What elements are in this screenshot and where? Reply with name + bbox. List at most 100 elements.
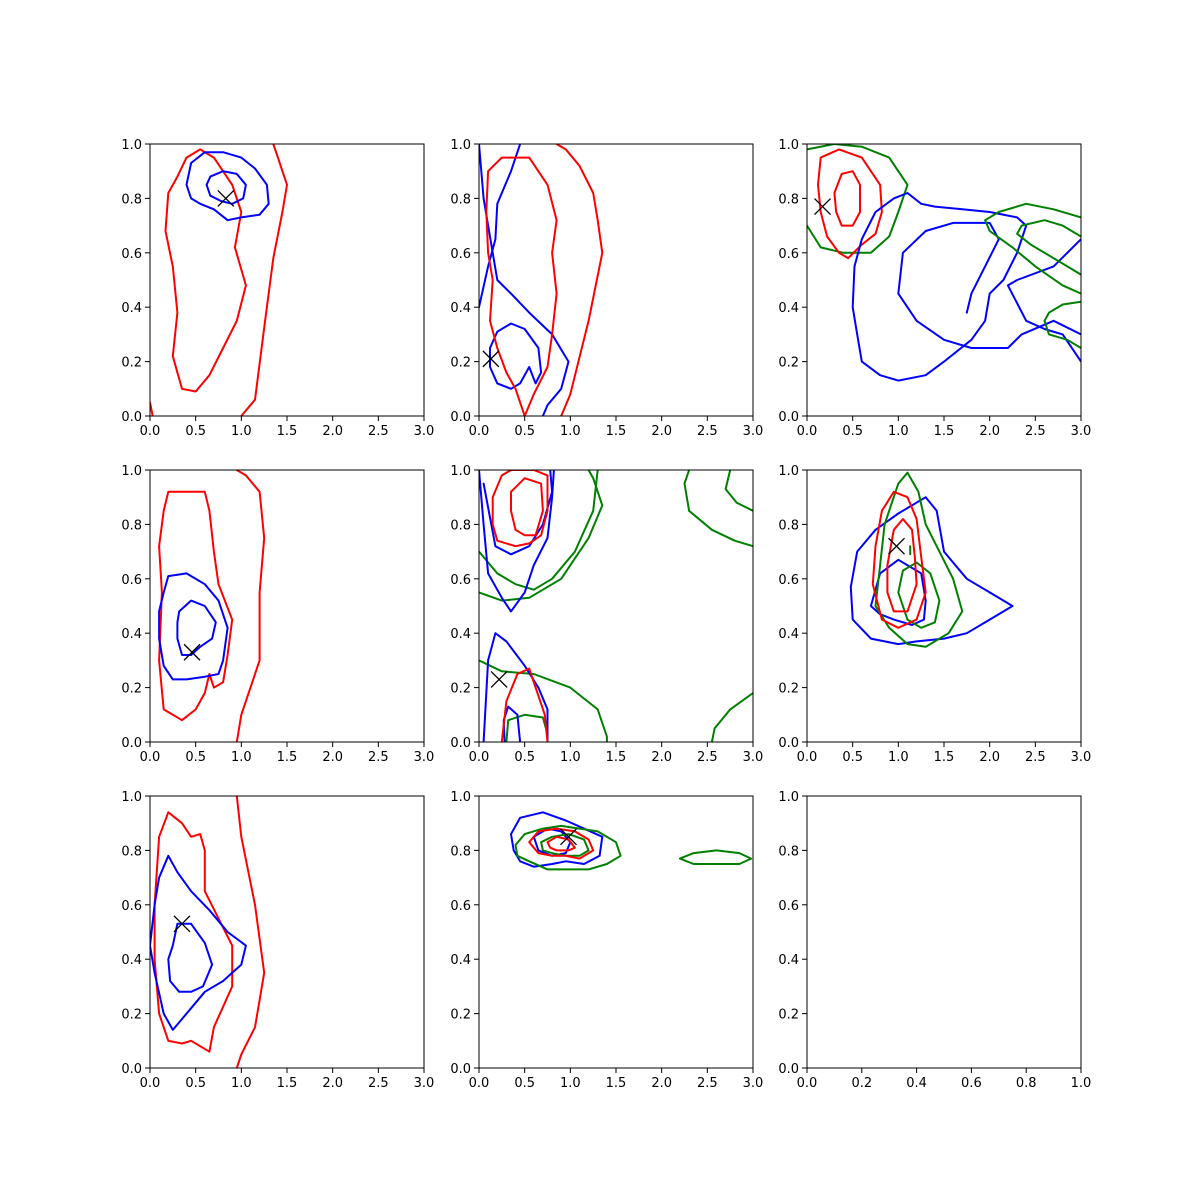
subplot-7: 0.0 0.5 1.0 1.5 2.0 2.5 3.0 0.0 0.2 0.4 0.6 0.8 1.0: [121, 790, 434, 1091]
y-tick-label: 0.4: [121, 301, 142, 316]
contour-line-red: [555, 144, 604, 416]
x-tick-label: 1.5: [606, 1076, 627, 1091]
x-tick-label: 0.8: [1016, 1076, 1037, 1091]
y-tick-label: 0.8: [450, 844, 471, 859]
y-tick-label: 0.8: [121, 518, 142, 533]
x-tick-label: 3.0: [743, 750, 764, 765]
plot-area: [158, 470, 266, 742]
y-tick-label: 0.4: [778, 953, 799, 968]
x-tick-label: 2.5: [697, 1076, 718, 1091]
plot-area: [479, 144, 604, 416]
x-marker: [888, 537, 905, 555]
x-tick-label: 1.0: [888, 424, 909, 439]
x-tick-label: 3.0: [414, 424, 435, 439]
contour-line-blue: [205, 170, 247, 205]
contour-line-blue: [167, 922, 214, 993]
y-tick-label: 0.6: [121, 573, 142, 588]
contour-line-green: [897, 561, 941, 629]
contour-line-green: [724, 470, 753, 512]
y-tick-label: 0.6: [450, 573, 471, 588]
contour-line-red: [500, 667, 549, 742]
x-marker: [217, 189, 235, 207]
contour-line-green: [540, 833, 590, 857]
y-tick-label: 1.0: [450, 464, 471, 479]
contour-line-blue: [479, 144, 522, 309]
contour-line-red: [491, 470, 549, 548]
x-tick-label: 0.5: [185, 1076, 206, 1091]
x-tick-label: 0.5: [514, 1076, 535, 1091]
axes-frame: [806, 469, 1082, 743]
y-tick-label: 0.2: [121, 682, 142, 697]
contour-line-green: [479, 470, 604, 602]
x-marker: [560, 828, 577, 846]
contour-line-blue: [851, 192, 1028, 382]
plot-area: [510, 811, 753, 871]
y-tick-label: 0.0: [778, 410, 799, 425]
x-tick-label: 0.5: [842, 750, 863, 765]
y-tick-label: 1.0: [121, 464, 142, 479]
y-tick-label: 1.0: [121, 138, 142, 153]
contour-line-green: [678, 849, 753, 865]
y-tick-label: 1.0: [450, 790, 471, 805]
y-tick-label: 0.2: [778, 356, 799, 371]
contour-line-green: [479, 470, 599, 591]
contour-line-blue: [489, 322, 543, 390]
y-tick-label: 0.6: [778, 247, 799, 262]
y-tick-label: 0.0: [121, 410, 142, 425]
contour-line-red: [510, 477, 544, 537]
contour-line-red: [235, 470, 266, 742]
y-tick-label: 1.0: [450, 138, 471, 153]
x-tick-label: 2.0: [322, 1076, 343, 1091]
axes-frame: [149, 469, 425, 743]
y-tick-label: 0.0: [121, 1062, 142, 1077]
subplot-6: 0.0 0.5 1.0 1.5 2.0 2.5 3.0 0.0 0.2 0.4 0.6 0.8 1.0: [778, 464, 1091, 765]
x-tick-label: 2.5: [368, 750, 389, 765]
x-tick-label: 0.5: [514, 424, 535, 439]
x-tick-label: 1.0: [560, 750, 581, 765]
plot-area: [479, 470, 753, 742]
contour-line-blue: [185, 151, 270, 222]
x-tick-label: 2.0: [651, 1076, 672, 1091]
y-tick-label: 0.8: [778, 192, 799, 207]
contour-line-red: [817, 148, 883, 260]
y-tick-label: 0.2: [450, 356, 471, 371]
contour-line-blue: [1006, 238, 1081, 363]
x-tick-label: 2.0: [979, 424, 1000, 439]
x-marker: [183, 643, 201, 661]
contour-line-green: [807, 144, 909, 254]
x-tick-label: 3.0: [414, 750, 435, 765]
x-tick-label: 1.0: [560, 1076, 581, 1091]
subplot-2: 0.0 0.5 1.0 1.5 2.0 2.5 3.0 0.0 0.2 0.4 0.6 0.8 1.0: [450, 138, 763, 439]
x-tick-label: 0.5: [514, 750, 535, 765]
contour-line-red: [158, 490, 234, 722]
y-tick-label: 0.0: [778, 736, 799, 751]
subplot-1: 0.0 0.5 1.0 1.5 2.0 2.5 3.0 0.0 0.2 0.4 0.6 0.8 1.0: [121, 138, 434, 439]
contour-line-red: [546, 835, 576, 852]
plot-area: [807, 144, 1081, 382]
x-tick-label: 2.0: [651, 750, 672, 765]
y-tick-label: 0.2: [778, 682, 799, 697]
x-tick-label: 0.5: [185, 750, 206, 765]
contour-line-green: [1043, 300, 1081, 349]
contour-line-blue: [482, 632, 549, 742]
y-tick-label: 0.8: [450, 192, 471, 207]
x-tick-label: 0.0: [797, 424, 818, 439]
contour-line-blue: [869, 558, 927, 626]
axes-frame: [478, 469, 754, 743]
x-tick-label: 2.5: [1025, 424, 1046, 439]
contour-line-green: [710, 692, 753, 742]
x-tick-label: 3.0: [414, 1076, 435, 1091]
contour-line-blue: [510, 811, 604, 868]
y-tick-label: 0.6: [450, 247, 471, 262]
x-tick-label: 0.0: [469, 424, 490, 439]
contour-line-red: [164, 148, 247, 393]
subplot-9: 0.0 0.2 0.4 0.6 0.8 1.0 0.0 0.2 0.4 0.6 0.8 1.0: [778, 790, 1091, 1091]
y-tick-label: 0.4: [121, 953, 142, 968]
y-tick-label: 0.0: [450, 410, 471, 425]
y-tick-label: 0.6: [121, 899, 142, 914]
x-tick-label: 3.0: [743, 1076, 764, 1091]
axes-frame: [478, 795, 754, 1069]
x-tick-label: 0.0: [469, 1076, 490, 1091]
contour-line-blue: [176, 599, 217, 656]
